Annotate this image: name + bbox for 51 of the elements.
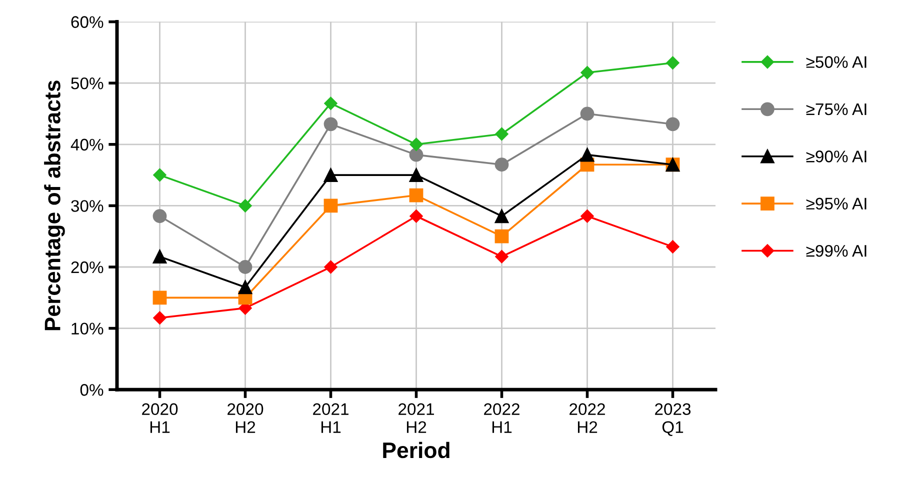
point [580, 210, 594, 223]
point [494, 158, 509, 172]
y-tick-label: 50% [71, 77, 104, 90]
legend-label: ≥75% AI [806, 103, 866, 116]
legend-label: ≥90% AI [806, 150, 866, 162]
x-tick-label: 2022 H2 [570, 403, 605, 433]
y-tick-label: 40% [70, 138, 104, 151]
point [580, 66, 594, 80]
x-tick-label: 2021 H2 [398, 403, 434, 433]
point [324, 117, 338, 132]
y-tick-label: 20% [71, 261, 104, 274]
point [238, 260, 252, 274]
point [495, 127, 508, 141]
point [494, 229, 509, 244]
point [153, 311, 166, 324]
point [495, 250, 508, 264]
x-tick-label: 2020 H2 [228, 403, 264, 433]
y-tick-label: 10% [72, 322, 104, 335]
point [152, 209, 167, 224]
legend-label: ≥99% AI [806, 244, 866, 257]
x-tick-label: 2023 Q1 [655, 403, 691, 436]
point [410, 210, 423, 223]
x-tick-label: 2020 H1 [142, 403, 178, 433]
point [324, 198, 338, 213]
point [238, 280, 252, 294]
y-axis-title: Percentage of abstracts [44, 80, 65, 330]
x-axis-title: Period [383, 442, 450, 458]
point [666, 117, 680, 132]
point [409, 148, 424, 162]
x-tick-label: 2021 H1 [313, 403, 348, 433]
point [666, 56, 680, 70]
point [238, 199, 252, 212]
point [324, 168, 338, 182]
point [152, 290, 167, 305]
point [409, 168, 424, 182]
y-tick-label: 0% [80, 384, 104, 396]
point [580, 106, 594, 121]
point [410, 138, 423, 151]
legend-label: ≥95% AI [806, 198, 866, 210]
point [494, 209, 509, 224]
y-tick-label: 30% [71, 200, 104, 212]
point [152, 250, 167, 264]
point [324, 96, 338, 110]
x-tick-label: 2022 H1 [484, 403, 520, 433]
point [324, 260, 338, 274]
point [153, 168, 166, 182]
point [580, 148, 594, 162]
legend-label: ≥50% AI [806, 56, 866, 68]
point [666, 240, 680, 254]
point [409, 188, 424, 202]
y-tick-label: 60% [71, 16, 104, 28]
